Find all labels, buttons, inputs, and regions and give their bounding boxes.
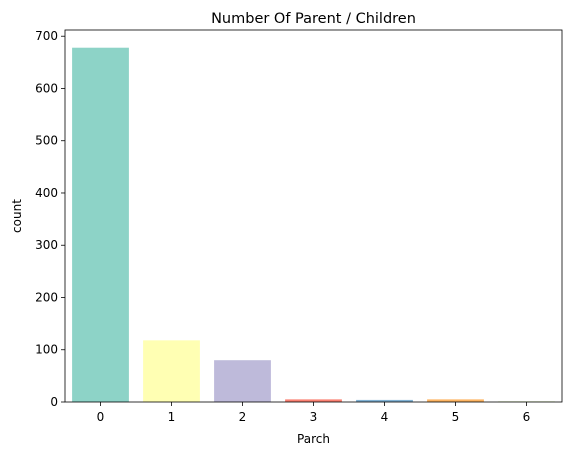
y-tick-label: 200 xyxy=(35,290,58,304)
x-tick-label: 4 xyxy=(381,410,389,424)
y-axis-ticks: 0 100 200 300 400 500 600 700 xyxy=(35,29,65,409)
x-axis-title: Parch xyxy=(297,432,330,446)
chart-title: Number Of Parent / Children xyxy=(211,11,416,27)
y-tick-label: 300 xyxy=(35,238,58,252)
x-tick-label: 3 xyxy=(310,410,318,424)
x-tick-label: 0 xyxy=(97,410,105,424)
y-tick-label: 500 xyxy=(35,134,58,148)
y-tick-label: 100 xyxy=(35,343,58,357)
x-tick-label: 5 xyxy=(452,410,460,424)
bar-0 xyxy=(72,48,129,402)
x-tick-label: 1 xyxy=(168,410,176,424)
x-tick-label: 2 xyxy=(239,410,247,424)
y-tick-label: 600 xyxy=(35,81,58,95)
y-tick-label: 0 xyxy=(50,395,58,409)
bars-group xyxy=(72,48,555,402)
y-axis-title: count xyxy=(10,199,24,233)
x-axis-ticks: 0 1 2 3 4 5 6 xyxy=(97,402,531,424)
y-tick-label: 400 xyxy=(35,186,58,200)
y-tick-label: 700 xyxy=(35,29,58,43)
bar-1 xyxy=(143,340,200,402)
x-tick-label: 6 xyxy=(523,410,531,424)
bar-2 xyxy=(214,360,271,402)
plot-frame xyxy=(65,30,562,402)
